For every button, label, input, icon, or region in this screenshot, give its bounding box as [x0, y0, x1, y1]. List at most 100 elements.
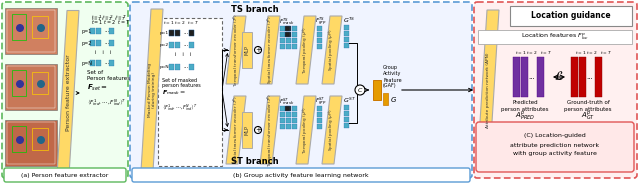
- FancyBboxPatch shape: [292, 32, 297, 37]
- FancyBboxPatch shape: [317, 106, 322, 111]
- Text: $F^{TS}_{grp}$: $F^{TS}_{grp}$: [315, 16, 326, 28]
- Text: p=1: p=1: [82, 28, 92, 33]
- Circle shape: [37, 136, 45, 144]
- FancyBboxPatch shape: [292, 26, 297, 31]
- FancyBboxPatch shape: [2, 2, 128, 178]
- Text: Temporal transformer encoder ($\mathcal{T}^p$): Temporal transformer encoder ($\mathcal{…: [232, 13, 241, 87]
- Text: (GAF): (GAF): [383, 84, 397, 89]
- FancyBboxPatch shape: [383, 93, 388, 105]
- FancyBboxPatch shape: [317, 118, 322, 123]
- Text: attribute prediction network: attribute prediction network: [511, 142, 600, 147]
- FancyBboxPatch shape: [292, 112, 297, 117]
- Text: $F^{TS}_{mask}$: $F^{TS}_{mask}$: [279, 17, 294, 27]
- Text: ...: ...: [104, 41, 109, 46]
- Polygon shape: [296, 16, 316, 84]
- Text: Feature: Feature: [383, 78, 402, 83]
- FancyBboxPatch shape: [286, 112, 291, 117]
- Text: Location features $F^p_{loc}$: Location features $F^p_{loc}$: [521, 32, 589, 42]
- FancyBboxPatch shape: [175, 30, 180, 36]
- FancyBboxPatch shape: [344, 117, 349, 122]
- Text: MLP: MLP: [244, 45, 250, 55]
- Text: Spatial pooling ($\mu^{pt}$): Spatial pooling ($\mu^{pt}$): [327, 109, 337, 151]
- FancyBboxPatch shape: [344, 25, 349, 30]
- Text: ...: ...: [529, 74, 536, 80]
- FancyBboxPatch shape: [286, 106, 291, 111]
- FancyBboxPatch shape: [280, 112, 285, 117]
- FancyBboxPatch shape: [537, 57, 544, 97]
- Text: $t=1\ t=2\ \ t=T$: $t=1\ t=2\ \ t=T$: [163, 18, 199, 26]
- FancyBboxPatch shape: [286, 118, 291, 123]
- Text: Location guidance: Location guidance: [531, 12, 611, 21]
- FancyBboxPatch shape: [242, 112, 252, 148]
- Text: (C) Location-guided: (C) Location-guided: [524, 133, 586, 138]
- Text: p=N: p=N: [82, 60, 93, 65]
- FancyBboxPatch shape: [280, 118, 285, 123]
- Text: $\mathcal{L}$: $\mathcal{L}$: [554, 70, 564, 84]
- Text: TS branch: TS branch: [231, 6, 279, 15]
- Text: person attributes: person attributes: [564, 107, 612, 112]
- Circle shape: [355, 85, 365, 95]
- FancyBboxPatch shape: [169, 30, 174, 36]
- Text: i    i    i: i i i: [175, 52, 191, 57]
- FancyBboxPatch shape: [189, 30, 194, 36]
- FancyBboxPatch shape: [132, 168, 470, 182]
- Text: i    i    i: i i i: [95, 50, 111, 55]
- FancyBboxPatch shape: [373, 80, 381, 100]
- FancyBboxPatch shape: [344, 123, 349, 128]
- FancyBboxPatch shape: [510, 6, 632, 26]
- FancyBboxPatch shape: [96, 40, 101, 46]
- FancyBboxPatch shape: [189, 64, 194, 70]
- FancyBboxPatch shape: [189, 42, 194, 48]
- FancyBboxPatch shape: [5, 8, 57, 54]
- FancyBboxPatch shape: [189, 30, 194, 36]
- Text: Set of masked: Set of masked: [162, 78, 197, 83]
- FancyBboxPatch shape: [280, 106, 285, 111]
- Polygon shape: [260, 16, 280, 84]
- Text: Temporal pooling ($\mu^{pt}$): Temporal pooling ($\mu^{pt}$): [301, 106, 310, 154]
- Text: ...: ...: [183, 65, 188, 70]
- FancyBboxPatch shape: [478, 30, 632, 44]
- Text: p=2: p=2: [160, 43, 169, 47]
- Circle shape: [37, 80, 45, 88]
- Text: $t=1\ t=2\ \ t=T$: $t=1\ t=2\ \ t=T$: [91, 18, 131, 26]
- FancyBboxPatch shape: [5, 64, 57, 110]
- Text: Masked Person Modeling
(during training): Masked Person Modeling (during training): [148, 63, 156, 117]
- Text: $G^{ST}$: $G^{ST}$: [343, 95, 356, 105]
- FancyBboxPatch shape: [242, 32, 252, 68]
- FancyBboxPatch shape: [90, 60, 95, 66]
- Polygon shape: [57, 11, 79, 175]
- Text: Ground-truth of: Ground-truth of: [566, 100, 609, 105]
- Polygon shape: [141, 9, 163, 171]
- Text: Temporal pooling ($\mu^{pt}$): Temporal pooling ($\mu^{pt}$): [301, 26, 310, 74]
- FancyBboxPatch shape: [344, 31, 349, 36]
- Text: +: +: [255, 127, 261, 133]
- Text: $\boldsymbol{F}_{set}=$: $\boldsymbol{F}_{set}=$: [87, 83, 108, 93]
- Text: Set of: Set of: [87, 70, 103, 74]
- Circle shape: [16, 80, 24, 88]
- Polygon shape: [477, 10, 499, 170]
- Text: Temporal transformer encoder ($\mathcal{T}^p$): Temporal transformer encoder ($\mathcal{…: [266, 93, 275, 167]
- FancyBboxPatch shape: [317, 112, 322, 117]
- Text: ...: ...: [587, 74, 593, 80]
- FancyBboxPatch shape: [96, 28, 101, 34]
- Circle shape: [255, 46, 262, 54]
- Text: $F^{ST}_{grp}$: $F^{ST}_{grp}$: [315, 96, 326, 108]
- FancyBboxPatch shape: [280, 26, 285, 31]
- FancyBboxPatch shape: [317, 44, 322, 49]
- FancyBboxPatch shape: [158, 18, 222, 166]
- FancyBboxPatch shape: [317, 124, 322, 129]
- FancyBboxPatch shape: [344, 43, 349, 48]
- Text: ST branch: ST branch: [231, 157, 279, 166]
- FancyBboxPatch shape: [317, 38, 322, 43]
- FancyBboxPatch shape: [286, 32, 291, 37]
- FancyBboxPatch shape: [521, 57, 528, 97]
- FancyBboxPatch shape: [280, 124, 285, 129]
- FancyBboxPatch shape: [109, 28, 114, 34]
- FancyBboxPatch shape: [130, 2, 472, 178]
- FancyBboxPatch shape: [292, 44, 297, 49]
- FancyBboxPatch shape: [344, 111, 349, 116]
- FancyBboxPatch shape: [292, 38, 297, 43]
- Text: $t=1\ t=2\ \ \ t=T$: $t=1\ t=2\ \ \ t=T$: [515, 49, 552, 55]
- FancyBboxPatch shape: [595, 57, 602, 97]
- Text: ...: ...: [183, 31, 188, 36]
